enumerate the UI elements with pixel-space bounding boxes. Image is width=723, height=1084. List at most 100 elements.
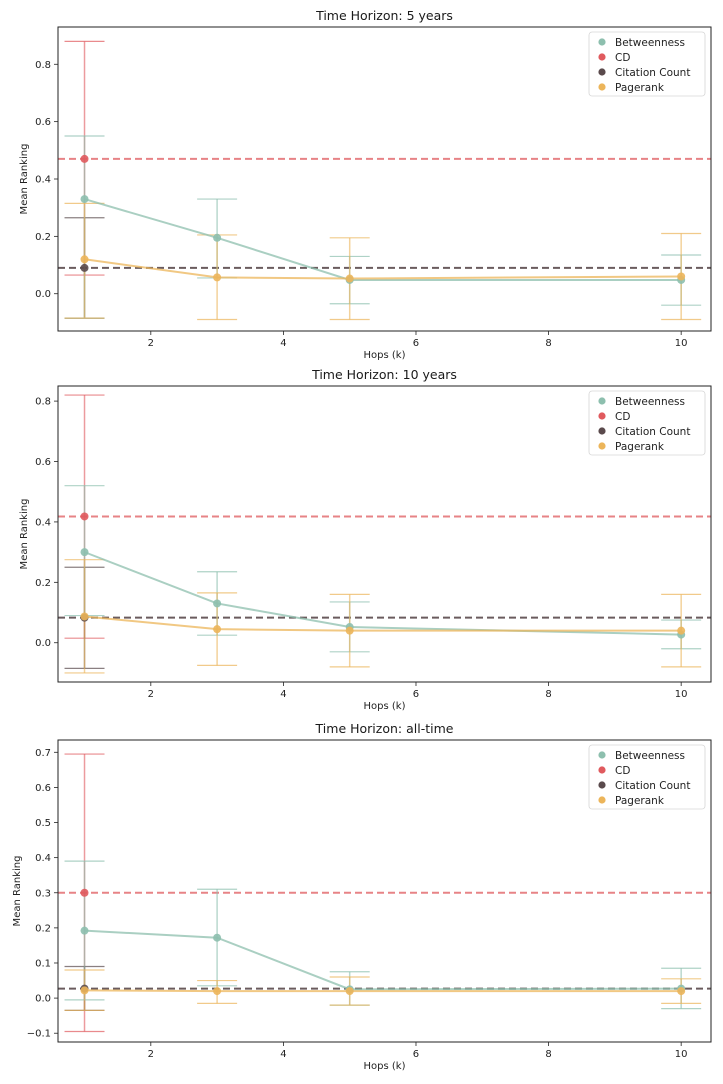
- y-tick-label: 0.6: [35, 117, 51, 128]
- y-tick-label: 0.0: [35, 638, 51, 649]
- y-tick-label: 0.2: [35, 232, 51, 243]
- cd-point: [80, 888, 89, 897]
- legend-marker-cd: [598, 766, 606, 774]
- x-tick-label: 4: [280, 338, 286, 349]
- x-tick-label: 2: [148, 689, 154, 700]
- y-axis-label: Mean Ranking: [19, 499, 30, 570]
- legend-label-pagerank: Pagerank: [615, 82, 665, 94]
- legend-label-pagerank: Pagerank: [615, 441, 665, 453]
- x-tick-label: 8: [545, 689, 551, 700]
- legend-box: [588, 31, 706, 97]
- y-tick-label: 0.1: [35, 958, 51, 969]
- x-tick-label: 6: [413, 689, 419, 700]
- pagerank-point: [80, 612, 89, 621]
- legend-label-betweenness: Betweenness: [615, 396, 685, 408]
- legend-marker-citation-count: [598, 781, 606, 789]
- y-tick-label: 0.4: [35, 175, 51, 186]
- plot-frame: [57, 385, 712, 683]
- betweenness-point: [213, 233, 222, 242]
- pagerank-point: [80, 255, 89, 264]
- pagerank-point: [345, 274, 354, 283]
- chart-panel-2: Time Horizon: 10 years 2 4 6 8 10 0.0 0.2 0.4 0.6…: [19, 367, 712, 712]
- cd-point: [80, 154, 89, 163]
- x-tick-label: 8: [545, 1049, 551, 1060]
- pagerank-point: [677, 272, 686, 281]
- chart-panel-1: Time Horizon: 5 years 2 4 6 8 10 0.0 0.2 0.4 0.6 0…: [19, 8, 712, 361]
- y-tick-label: 0.3: [35, 888, 51, 899]
- x-tick-label: 4: [280, 689, 286, 700]
- chart-panel-3: Time Horizon: all-time 2 4 6 8 10 −0.1 0.0 0.1 0.…: [12, 721, 712, 1072]
- legend-marker-citation-count: [598, 68, 606, 76]
- x-axis-label: Hops (k): [364, 701, 406, 712]
- pagerank-point: [213, 987, 222, 996]
- y-axis-label: Mean Ranking: [12, 856, 23, 927]
- pagerank-point: [80, 986, 89, 995]
- betweenness-point: [80, 195, 89, 204]
- x-axis-label: Hops (k): [364, 350, 406, 361]
- legend: Betweenness CD Citation Count Pagerank: [588, 390, 706, 456]
- x-tick-label: 10: [675, 1049, 688, 1060]
- pagerank-point: [213, 273, 222, 282]
- legend: Betweenness CD Citation Count Pagerank: [588, 31, 706, 97]
- legend-marker-citation-count: [598, 427, 606, 435]
- betweenness-point: [80, 926, 89, 935]
- x-tick-label: 10: [675, 338, 688, 349]
- plot-frame: [57, 26, 712, 332]
- x-tick-label: 2: [148, 1049, 154, 1060]
- cd-point: [80, 512, 89, 521]
- betweenness-line: [84, 929, 682, 991]
- x-tick-label: 4: [280, 1049, 286, 1060]
- y-tick-label: −0.1: [27, 1029, 51, 1040]
- y-tick-label: 0.8: [35, 397, 51, 408]
- y-tick-label: 0.2: [35, 578, 51, 589]
- pagerank-line: [84, 615, 682, 632]
- legend-box: [588, 744, 706, 810]
- y-tick-label: 0.6: [35, 783, 51, 794]
- legend-marker-betweenness: [598, 38, 606, 46]
- y-tick-label: 0.7: [35, 748, 51, 759]
- betweenness-point: [213, 933, 222, 942]
- y-tick-label: 0.0: [35, 289, 51, 300]
- legend-marker-cd: [598, 412, 606, 420]
- legend-label-pagerank: Pagerank: [615, 795, 665, 807]
- y-tick-label: 0.6: [35, 457, 51, 468]
- betweenness-point: [80, 548, 89, 557]
- x-tick-label: 2: [148, 338, 154, 349]
- plot-frame: [57, 739, 712, 1043]
- legend-label-betweenness: Betweenness: [615, 37, 685, 49]
- chart-title: Time Horizon: 10 years: [311, 367, 457, 382]
- legend-marker-betweenness: [598, 751, 606, 759]
- citation-count-point: [80, 263, 89, 272]
- pagerank-point: [345, 987, 354, 996]
- y-tick-label: 0.2: [35, 923, 51, 934]
- legend-label-citation-count: Citation Count: [615, 780, 690, 792]
- chart-title: Time Horizon: 5 years: [315, 8, 453, 23]
- pagerank-line: [84, 258, 682, 280]
- legend-marker-pagerank: [598, 83, 606, 91]
- y-tick-label: 0.4: [35, 517, 51, 528]
- legend-label-citation-count: Citation Count: [615, 426, 690, 438]
- x-tick-label: 8: [545, 338, 551, 349]
- y-tick-label: 0.8: [35, 60, 51, 71]
- legend-label-cd: CD: [615, 411, 630, 423]
- y-tick-label: 0.5: [35, 818, 51, 829]
- pagerank-line: [84, 989, 682, 993]
- legend-marker-pagerank: [598, 796, 606, 804]
- y-tick-label: 0.0: [35, 994, 51, 1005]
- legend: Betweenness CD Citation Count Pagerank: [588, 744, 706, 810]
- legend-label-cd: CD: [615, 765, 630, 777]
- x-tick-label: 6: [413, 1049, 419, 1060]
- x-tick-label: 6: [413, 338, 419, 349]
- y-axis-label: Mean Ranking: [19, 144, 30, 215]
- legend-marker-cd: [598, 53, 606, 61]
- legend-label-cd: CD: [615, 52, 630, 64]
- betweenness-line: [84, 551, 682, 636]
- legend-marker-betweenness: [598, 397, 606, 405]
- chart-title: Time Horizon: all-time: [315, 721, 454, 736]
- pagerank-point: [677, 987, 686, 996]
- x-axis-label: Hops (k): [364, 1061, 406, 1072]
- pagerank-point: [677, 626, 686, 635]
- pagerank-point: [345, 626, 354, 635]
- legend-marker-pagerank: [598, 442, 606, 450]
- legend-box: [588, 390, 706, 456]
